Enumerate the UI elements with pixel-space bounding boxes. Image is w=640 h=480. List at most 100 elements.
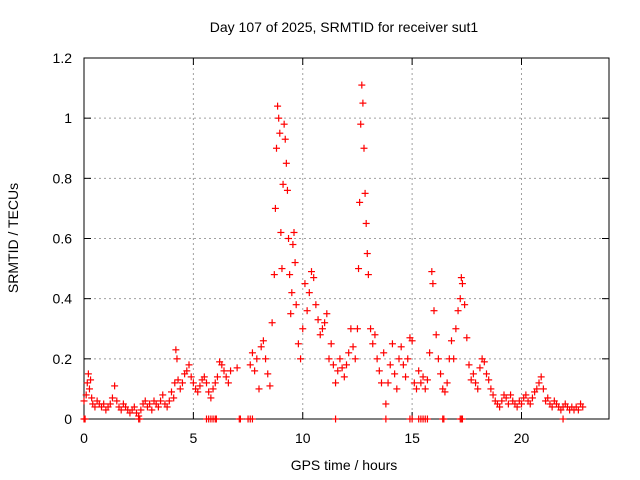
data-point — [255, 385, 263, 393]
data-point — [363, 250, 371, 258]
data-point — [458, 280, 466, 288]
data-point — [440, 415, 448, 423]
data-point — [513, 403, 521, 411]
data-point — [397, 343, 405, 351]
data-point — [458, 415, 466, 423]
data-point — [353, 325, 361, 333]
data-point — [357, 120, 365, 128]
data-point — [282, 159, 290, 167]
data-point — [395, 355, 403, 363]
data-point — [526, 400, 534, 408]
data-point — [301, 280, 309, 288]
data-point — [83, 379, 91, 387]
data-point — [318, 325, 326, 333]
data-point — [224, 379, 232, 387]
data-point — [393, 385, 401, 393]
data-point — [154, 403, 162, 411]
data-point — [361, 189, 369, 197]
data-point — [359, 99, 367, 107]
data-point — [450, 355, 458, 363]
data-point — [386, 361, 394, 369]
data-point — [273, 144, 280, 152]
data-point — [130, 403, 138, 411]
data-point — [404, 355, 412, 363]
data-point — [303, 307, 311, 315]
data-point — [165, 397, 173, 405]
x-tick-label: 15 — [404, 430, 420, 446]
data-point — [369, 340, 377, 348]
data-point — [209, 385, 217, 393]
data-point — [136, 415, 144, 423]
data-point — [535, 379, 543, 387]
data-point — [539, 385, 547, 393]
data-point — [196, 382, 204, 390]
data-point — [332, 379, 340, 387]
data-point — [189, 379, 197, 387]
data-point — [362, 219, 370, 227]
data-point — [507, 391, 515, 399]
data-point — [291, 259, 299, 267]
data-point — [141, 397, 149, 405]
data-point — [271, 204, 279, 212]
data-point — [528, 394, 536, 402]
data-point — [483, 370, 490, 378]
data-point — [200, 373, 208, 381]
data-point — [305, 289, 313, 297]
data-point — [283, 186, 291, 194]
data-point — [146, 400, 154, 408]
data-point — [227, 367, 235, 375]
data-point — [268, 319, 276, 327]
data-point — [364, 271, 372, 279]
data-point — [159, 391, 167, 399]
data-point — [423, 376, 431, 384]
y-tick-label: 0.8 — [53, 170, 73, 186]
data-point — [91, 403, 99, 411]
data-point — [163, 403, 171, 411]
data-point — [178, 379, 186, 387]
data-point — [259, 337, 267, 345]
data-point — [544, 394, 552, 402]
data-point — [429, 280, 437, 288]
data-point — [85, 385, 93, 393]
data-point — [432, 331, 440, 339]
data-point — [218, 361, 226, 369]
data-point — [275, 114, 283, 122]
data-point — [100, 400, 108, 408]
data-point — [253, 355, 261, 363]
x-tick-label: 5 — [189, 430, 197, 446]
data-point — [347, 325, 355, 333]
data-point — [465, 361, 473, 369]
data-point — [489, 391, 497, 399]
data-point — [80, 397, 88, 405]
data-point — [472, 379, 480, 387]
data-point — [469, 370, 477, 378]
data-point — [233, 364, 241, 372]
data-point — [183, 367, 191, 375]
data-point — [170, 394, 178, 402]
data-point — [496, 403, 504, 411]
data-point — [467, 376, 475, 384]
data-point — [402, 373, 410, 381]
data-point — [421, 385, 429, 393]
data-point — [474, 385, 482, 393]
data-point — [323, 310, 331, 318]
data-point — [294, 340, 302, 348]
data-point — [336, 355, 344, 363]
data-point — [408, 337, 416, 345]
data-point — [248, 415, 256, 423]
data-point — [380, 349, 388, 357]
data-point — [292, 301, 300, 309]
data-point — [84, 370, 92, 378]
data-point — [417, 379, 425, 387]
data-point — [312, 301, 320, 309]
data-point — [220, 367, 228, 375]
data-point — [236, 415, 244, 423]
data-point — [289, 241, 297, 249]
data-point — [461, 301, 469, 309]
data-point — [399, 361, 407, 369]
data-point — [533, 385, 541, 393]
data-point — [213, 373, 221, 381]
y-tick-label: 0.2 — [53, 351, 73, 367]
data-point — [548, 403, 556, 411]
